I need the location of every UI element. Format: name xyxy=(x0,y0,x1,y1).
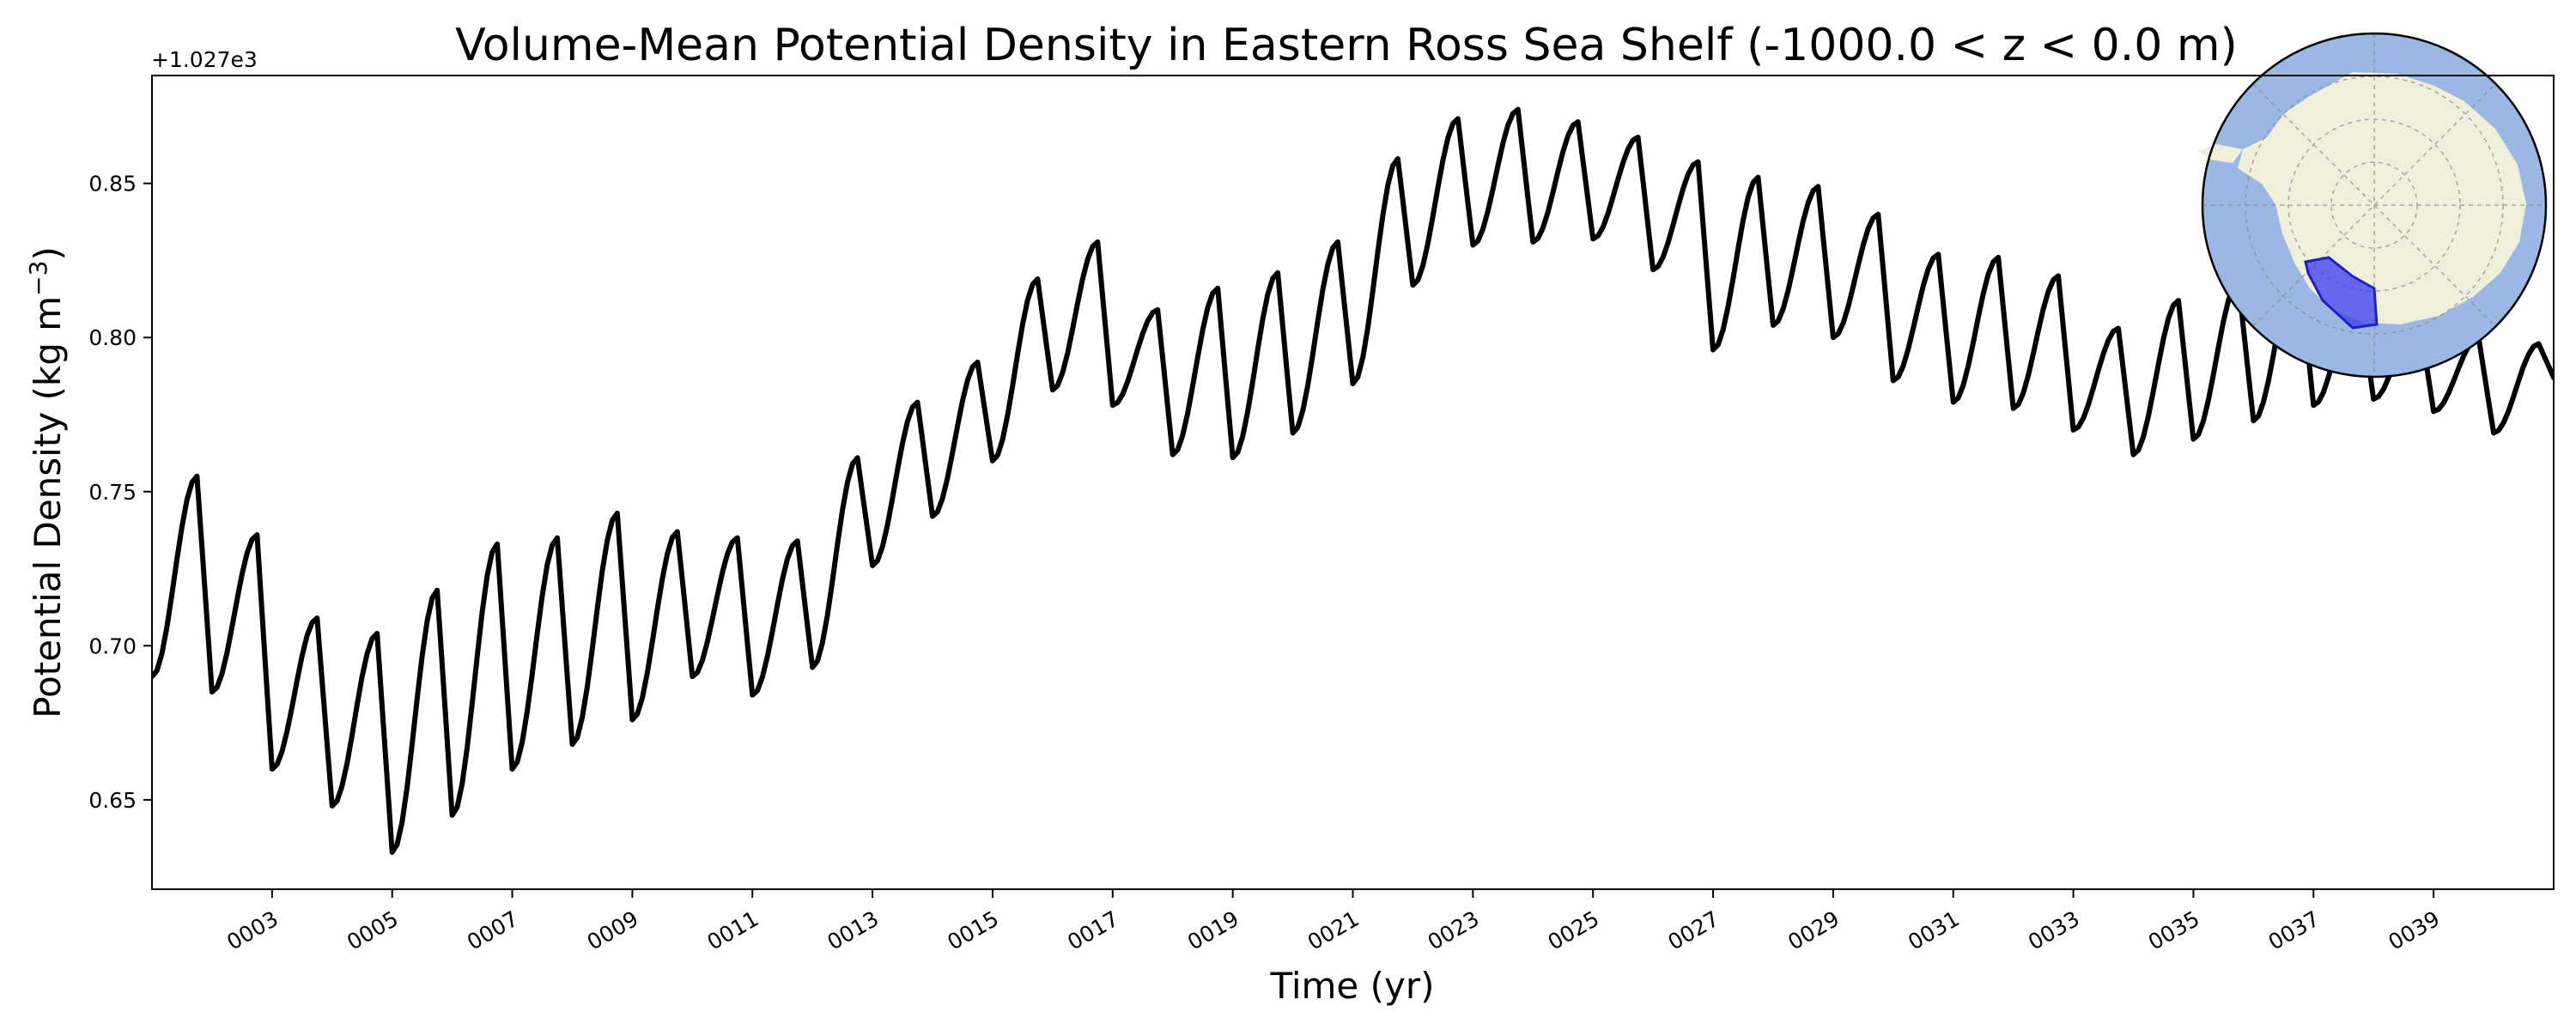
x-tick-label: 0017 xyxy=(1063,906,1123,955)
x-tick-label: 0011 xyxy=(703,906,763,955)
x-tick-label: 0023 xyxy=(1424,906,1484,955)
x-tick-label: 0031 xyxy=(1904,906,1964,955)
x-tick-label: 0003 xyxy=(222,906,283,955)
x-tick-label: 0013 xyxy=(823,906,883,955)
y-offset-label: +1.027e3 xyxy=(151,47,258,72)
antarctica-polar-map-icon xyxy=(2198,33,2546,377)
x-tick-label: 0037 xyxy=(2264,906,2324,955)
x-tick-label: 0027 xyxy=(1663,906,1723,955)
x-tick-label: 0025 xyxy=(1544,906,1604,955)
y-tick-label: 0.80 xyxy=(88,325,137,350)
y-axis-ticks: 0.65 0.70 0.75 0.80 0.85 xyxy=(88,172,152,813)
inset-map-border xyxy=(2201,32,2548,379)
y-axis-label-main: Potential Density (kg m xyxy=(27,296,69,718)
y-tick-label: 0.75 xyxy=(88,480,137,505)
plot-frame xyxy=(151,75,2555,890)
x-tick-label: 0033 xyxy=(2024,906,2084,955)
x-axis-label: Time (yr) xyxy=(1269,965,1434,1007)
x-tick-label: 0039 xyxy=(2385,906,2445,955)
series-line-potential-density xyxy=(152,106,2554,855)
y-axis-label-exponent: −3 xyxy=(24,261,52,296)
eastern-ross-sea-region xyxy=(2304,256,2379,330)
y-tick-label: 0.85 xyxy=(88,172,137,197)
x-tick-label: 0029 xyxy=(1783,906,1844,955)
y-tick-label: 0.65 xyxy=(88,788,137,813)
x-tick-label: 0035 xyxy=(2144,906,2204,955)
x-axis-ticks: 0003 0005 0007 0009 0011 0013 0015 0017 0019 0021… xyxy=(222,889,2444,955)
x-tick-label: 0015 xyxy=(943,906,1003,955)
x-tick-label: 0005 xyxy=(343,906,403,955)
y-tick-label: 0.70 xyxy=(88,633,137,658)
x-tick-label: 0007 xyxy=(463,906,523,955)
x-tick-label: 0009 xyxy=(583,906,643,955)
chart-title: Volume-Mean Potential Density in Eastern… xyxy=(455,20,2238,71)
x-tick-label: 0021 xyxy=(1303,906,1364,955)
y-axis-label-close: ) xyxy=(27,246,69,260)
x-tick-label: 0019 xyxy=(1183,906,1243,955)
y-axis-label: Potential Density (kg m−3) xyxy=(24,246,69,718)
